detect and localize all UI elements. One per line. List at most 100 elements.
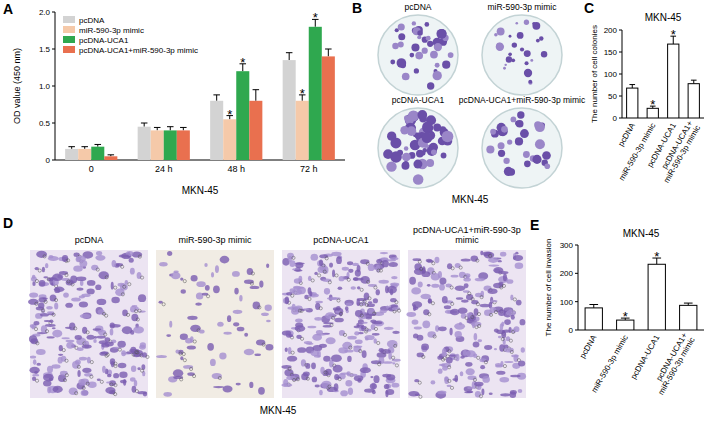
cell	[58, 374, 66, 382]
cell	[261, 313, 269, 317]
cell	[32, 374, 39, 376]
cell	[422, 271, 431, 277]
pore	[74, 327, 77, 330]
cell	[480, 365, 485, 369]
cell	[66, 342, 74, 349]
cell	[28, 299, 39, 305]
cell	[212, 373, 222, 379]
cell	[345, 306, 349, 311]
cell	[370, 320, 376, 323]
cell	[80, 379, 88, 386]
cell	[139, 345, 146, 350]
colony	[508, 53, 512, 57]
dish	[378, 15, 458, 95]
cell	[434, 257, 439, 263]
colony	[530, 59, 533, 62]
error-cap	[629, 84, 635, 85]
significance-mark: *	[313, 10, 318, 25]
cell	[47, 336, 55, 338]
cell	[348, 269, 353, 273]
colony	[498, 150, 505, 157]
cell	[183, 365, 193, 369]
cell	[471, 321, 482, 326]
legend-swatch	[63, 16, 75, 23]
cell	[41, 325, 47, 333]
pore	[473, 378, 476, 381]
pore	[136, 351, 139, 354]
pore	[360, 288, 363, 291]
cell	[408, 391, 419, 397]
cell	[250, 286, 260, 289]
pore	[82, 386, 85, 389]
bar	[177, 130, 190, 160]
cell	[461, 313, 466, 319]
cell	[474, 382, 484, 387]
cell	[386, 389, 395, 395]
cell	[447, 263, 452, 269]
pore	[138, 255, 141, 258]
y-axis	[578, 245, 579, 330]
cell	[306, 343, 314, 345]
x-tick-label: pcDNA-UCA1+miR-590-3p mimic	[649, 331, 697, 396]
pore	[288, 367, 291, 370]
cell	[244, 333, 248, 337]
cell	[142, 352, 147, 357]
cell	[307, 326, 316, 329]
cell	[504, 361, 513, 363]
colony	[434, 43, 442, 51]
cell	[102, 366, 106, 373]
cell	[213, 386, 224, 388]
colony	[491, 130, 499, 138]
bar	[283, 60, 296, 160]
cell	[479, 358, 486, 362]
cell	[438, 271, 442, 278]
pore	[448, 366, 451, 369]
cell	[322, 279, 331, 282]
pore	[432, 262, 435, 265]
pore	[451, 302, 454, 305]
colony	[442, 131, 454, 143]
cell	[80, 314, 91, 319]
colony	[427, 82, 434, 89]
pore	[363, 300, 366, 303]
y-tick	[52, 86, 55, 87]
cell	[45, 324, 56, 327]
pore	[494, 310, 497, 313]
cell	[112, 347, 121, 349]
cell	[362, 350, 367, 358]
x-tick-label: pcDNA	[578, 333, 599, 360]
cell	[321, 381, 331, 389]
colony	[517, 111, 524, 118]
cell	[382, 260, 389, 267]
colony	[525, 61, 529, 65]
cell	[449, 328, 452, 336]
cell	[439, 364, 445, 366]
cell	[478, 339, 483, 342]
y-tick	[575, 245, 578, 246]
cell	[65, 340, 74, 342]
cell	[117, 341, 125, 348]
cell	[111, 282, 114, 290]
cell	[156, 355, 167, 358]
cell	[490, 300, 498, 302]
cell	[258, 387, 265, 395]
panel-letter: A	[3, 1, 13, 17]
label-line: miR-590-3p mimic	[662, 124, 702, 185]
colony	[503, 158, 509, 164]
marks	[627, 36, 700, 118]
cell	[503, 274, 507, 282]
cell	[301, 373, 308, 380]
pore	[65, 359, 68, 362]
pore	[105, 276, 108, 279]
colony	[417, 30, 422, 35]
colony	[386, 161, 396, 171]
pore	[395, 301, 398, 304]
bar	[648, 264, 665, 330]
micrograph	[408, 250, 526, 398]
pore	[489, 313, 492, 316]
colony	[511, 58, 515, 62]
y-tick-label: 2.0	[39, 8, 51, 17]
cell	[465, 362, 472, 367]
pore	[251, 272, 254, 275]
pore	[477, 356, 480, 359]
